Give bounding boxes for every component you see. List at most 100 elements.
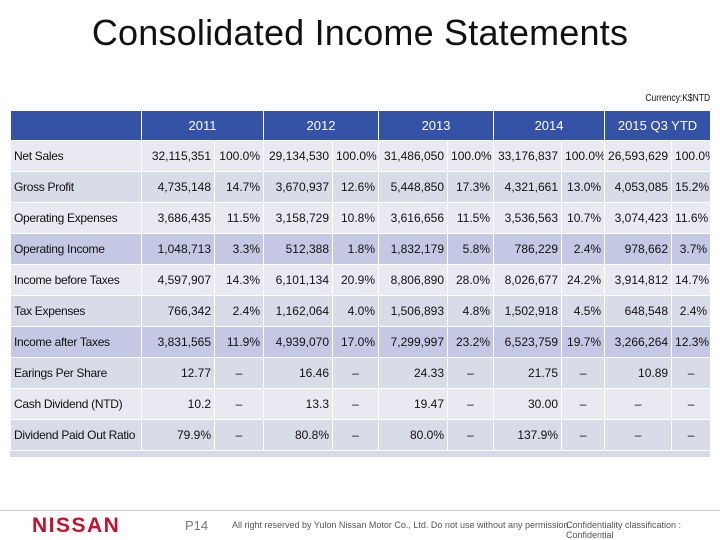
value-cell: 4,321,661 [493, 171, 563, 203]
value-cell: 766,342 [141, 295, 215, 327]
value-cell: 10.2 [141, 388, 215, 420]
value-cell: 3,074,423 [604, 202, 673, 234]
value-cell: 4,939,070 [263, 326, 333, 358]
percent-cell: 14.7% [671, 264, 712, 296]
percent-cell: 100.0% [671, 140, 712, 172]
page-number: P14 [185, 518, 209, 533]
row-label: Income after Taxes [10, 326, 142, 358]
income-statement-table: 2011 2012 2013 2014 2015 Q3 YTD Net Sale… [10, 110, 712, 457]
value-cell: 6,101,134 [263, 264, 333, 296]
row-label: Earings Per Share [10, 357, 142, 389]
table-row: Cash Dividend (NTD) 10.2–13.3–19.47–30.00… [10, 388, 712, 420]
value-cell: 31,486,050 [378, 140, 449, 172]
percent-cell: 23.2% [447, 326, 495, 358]
percent-cell: – [214, 419, 264, 451]
value-cell: 30.00 [493, 388, 563, 420]
value-cell: 80.8% [263, 419, 333, 451]
value-cell: 3,536,563 [493, 202, 563, 234]
percent-cell: 2.4% [214, 295, 264, 327]
value-cell: 19.47 [378, 388, 449, 420]
percent-cell: 4.0% [331, 295, 380, 327]
table-row: Gross Profit 4,735,148 14.7% 3,670,937 12.6%… [10, 171, 712, 203]
percent-cell: 28.0% [447, 264, 495, 296]
percent-cell: 2.4% [561, 233, 606, 265]
percent-cell: 14.3% [214, 264, 264, 296]
value-cell: – [604, 388, 673, 420]
value-cell: 7,299,997 [378, 326, 449, 358]
table-row: Income before Taxes 4,597,907 14.3% 6,101,1… [10, 264, 712, 296]
percent-cell: – [214, 357, 264, 389]
value-cell: 786,229 [493, 233, 563, 265]
value-cell: 3,831,565 [141, 326, 215, 358]
percent-cell: 11.6% [671, 202, 712, 234]
value-cell: 1,506,893 [378, 295, 449, 327]
value-cell: 6,523,759 [493, 326, 563, 358]
value-cell: 4,597,907 [141, 264, 215, 296]
value-cell: 33,176,837 [493, 140, 563, 172]
table-row: Tax Expenses 766,342 2.4% 1,162,064 4.0% 1,50… [10, 295, 712, 327]
value-cell: 3,670,937 [263, 171, 333, 203]
percent-cell: 12.3% [671, 326, 712, 358]
value-cell: – [604, 419, 673, 451]
percent-cell: – [331, 388, 380, 420]
value-cell: 10.89 [604, 357, 673, 389]
value-cell: 3,158,729 [263, 202, 333, 234]
value-cell: 648,548 [604, 295, 673, 327]
value-cell: 4,735,148 [141, 171, 215, 203]
percent-cell: 1.8% [331, 233, 380, 265]
percent-cell: – [447, 419, 495, 451]
value-cell: 3,616,656 [378, 202, 449, 234]
row-label: Income before Taxes [10, 264, 142, 296]
percent-cell: – [331, 419, 380, 451]
rights-notice: All right reserved by Yulon Nissan Motor… [232, 520, 571, 530]
currency-note: Currency:K$NTD [645, 93, 710, 104]
table-row: Operating Income 1,048,713 3.3% 512,388 1.8%… [10, 233, 712, 265]
value-cell: 26,593,629 [604, 140, 673, 172]
value-cell: 1,502,918 [493, 295, 563, 327]
percent-cell: 11.5% [214, 202, 264, 234]
percent-cell: 17.0% [331, 326, 380, 358]
column-header: 2012 [262, 110, 380, 141]
value-cell: 978,662 [604, 233, 673, 265]
percent-cell: 4.5% [561, 295, 606, 327]
value-cell: 1,048,713 [141, 233, 215, 265]
table-row: Dividend Paid Out Ratio 79.9% –80.8% –80.0%… [10, 419, 712, 451]
table-row: Earings Per Share 12.77–16.46–24.33–21.75… [10, 357, 712, 389]
value-cell: 3,266,264 [604, 326, 673, 358]
value-cell: 512,388 [263, 233, 333, 265]
percent-cell: 4.8% [447, 295, 495, 327]
percent-cell: 19.7% [561, 326, 606, 358]
value-cell: 3,686,435 [141, 202, 215, 234]
value-cell: 8,026,677 [493, 264, 563, 296]
percent-cell: 100.0% [331, 140, 380, 172]
value-cell: 1,832,179 [378, 233, 449, 265]
percent-cell: – [331, 357, 380, 389]
percent-cell: – [671, 388, 712, 420]
column-header: 2014 [493, 110, 606, 141]
percent-cell: – [561, 419, 606, 451]
value-cell: 16.46 [263, 357, 333, 389]
percent-cell: 13.0% [561, 171, 606, 203]
column-header: 2015 Q3 YTD [604, 110, 712, 141]
percent-cell: 24.2% [561, 264, 606, 296]
slide-title: Consolidated Income Statements [91, 12, 629, 53]
percent-cell: – [214, 388, 264, 420]
column-header: 2013 [378, 110, 495, 141]
percent-cell: 10.8% [331, 202, 380, 234]
value-cell: 4,053,085 [604, 171, 673, 203]
value-cell: 24.33 [378, 357, 449, 389]
percent-cell: 10.7% [561, 202, 606, 234]
percent-cell: 15.2% [671, 171, 712, 203]
percent-cell: 2.4% [671, 295, 712, 327]
row-label: Net Sales [10, 140, 142, 172]
table-row: Operating Expenses 3,686,435 11.5% 3,158,72… [10, 202, 712, 234]
footer-divider [0, 510, 720, 511]
percent-cell: 17.3% [447, 171, 495, 203]
percent-cell: 12.6% [331, 171, 380, 203]
header-corner [10, 110, 142, 141]
confidentiality-note: Confidentiality classification : Confide… [566, 520, 682, 540]
row-label: Operating Income [10, 233, 142, 265]
row-label: Dividend Paid Out Ratio [10, 419, 142, 451]
row-label: Gross Profit [10, 171, 142, 203]
percent-cell: – [671, 419, 712, 451]
